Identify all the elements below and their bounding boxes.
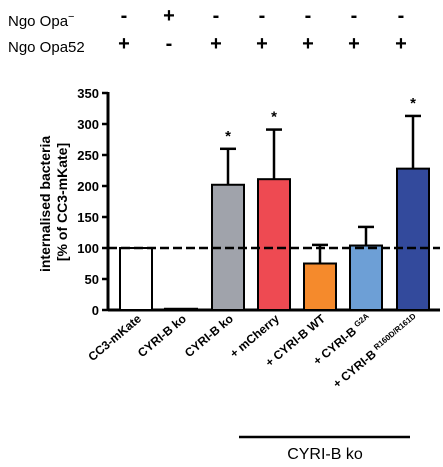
condition-label-opa-neg: Ngo Opa− <box>8 11 74 30</box>
significance-marker: * <box>410 95 416 112</box>
y-tick-label: 50 <box>85 272 99 287</box>
condition-sign: + <box>210 33 222 55</box>
bar <box>119 247 153 311</box>
condition-sign: + <box>395 33 407 55</box>
group-bracket-label: CYRI-B ko <box>287 446 363 463</box>
condition-label-opa52: Ngo Opa52 <box>8 39 85 56</box>
y-tick-label: 200 <box>77 179 99 194</box>
y-tick-label: 250 <box>77 148 99 163</box>
bar <box>303 262 337 311</box>
condition-sign: + <box>256 33 268 55</box>
bar <box>396 167 430 311</box>
y-tick-label: 0 <box>92 303 99 318</box>
bar <box>164 307 198 312</box>
significance-marker: * <box>271 109 277 126</box>
condition-table: Ngo Opa− Ngo Opa52 - + - - - - - + - + + + + + <box>8 5 407 56</box>
condition-sign: + <box>302 33 314 55</box>
y-tick-label: 300 <box>77 117 99 132</box>
y-tick-label: 150 <box>77 210 99 225</box>
condition-sign: - <box>398 5 405 27</box>
condition-sign: - <box>259 5 266 27</box>
condition-sign: - <box>351 5 358 27</box>
x-category-label: CYRI-B ko <box>182 312 236 360</box>
condition-sign: + <box>118 33 130 55</box>
x-category-label: CC3-mKate <box>85 311 144 364</box>
x-category-label: CYRI-B ko <box>135 312 189 360</box>
y-tick-label: 350 <box>77 86 99 101</box>
condition-sign: + <box>348 33 360 55</box>
x-category-label: + CYRI-BR160D/R161D <box>330 311 421 390</box>
significance-marker: * <box>225 128 231 145</box>
condition-sign: + <box>163 5 175 27</box>
bar <box>257 178 291 311</box>
condition-sign: - <box>121 5 128 27</box>
condition-sign: - <box>213 5 220 27</box>
bar <box>349 244 383 312</box>
y-axis-label: internalised bacteria [% of CC3-mKate] <box>37 132 70 272</box>
condition-sign: - <box>166 33 173 55</box>
y-tick-label: 100 <box>77 241 99 256</box>
condition-sign: - <box>305 5 312 27</box>
